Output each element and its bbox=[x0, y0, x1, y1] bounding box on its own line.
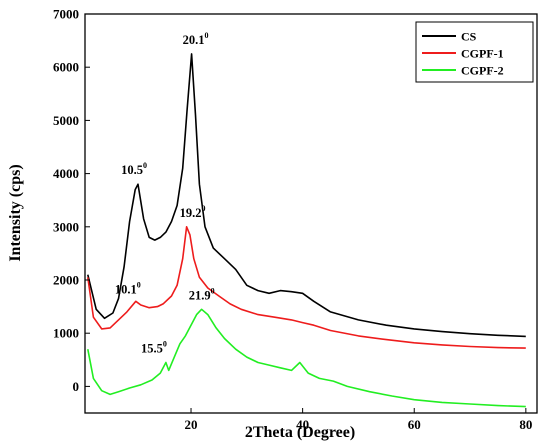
series-line-cs bbox=[87, 53, 526, 338]
y-axis-title: Intensity (cps) bbox=[7, 164, 24, 261]
y-axis-ticks: 0 1000 2000 3000 4000 5000 6000 7000 bbox=[53, 7, 90, 394]
plot-border bbox=[84, 13, 538, 414]
y-tick-label: 5000 bbox=[53, 113, 79, 128]
legend-label: CS bbox=[461, 30, 477, 44]
peak-annotations: 10.50 20.10 10.10 19.20 15.50 21.90 bbox=[115, 31, 215, 356]
y-tick-label: 1000 bbox=[53, 326, 79, 341]
x-tick-label: 60 bbox=[408, 417, 421, 432]
peak-label: 20.10 bbox=[183, 31, 209, 47]
y-tick-label: 7000 bbox=[53, 7, 79, 22]
y-tick-label: 3000 bbox=[53, 219, 79, 234]
peak-label: 21.90 bbox=[189, 286, 215, 302]
x-tick-label: 40 bbox=[296, 417, 309, 432]
series-lines bbox=[87, 53, 526, 408]
y-tick-label: 2000 bbox=[53, 273, 79, 288]
series-line-cgpf-1 bbox=[87, 226, 526, 349]
peak-label: 10.50 bbox=[121, 161, 147, 177]
series-line-cgpf-2 bbox=[87, 308, 526, 408]
x-axis-ticks: 20 40 60 80 bbox=[185, 408, 532, 432]
peak-label: 15.50 bbox=[141, 339, 167, 355]
legend-label: CGPF-1 bbox=[461, 47, 504, 61]
peak-label: 10.10 bbox=[115, 280, 141, 296]
plot-frame bbox=[84, 13, 538, 414]
y-tick-label: 4000 bbox=[53, 166, 79, 181]
x-tick-label: 20 bbox=[185, 417, 198, 432]
x-axis-title: 2Theta (Degree) bbox=[245, 424, 355, 441]
x-tick-label: 80 bbox=[519, 417, 532, 432]
legend-label: CGPF-2 bbox=[461, 64, 504, 78]
y-tick-label: 0 bbox=[73, 379, 80, 394]
peak-label: 19.20 bbox=[180, 204, 206, 220]
legend: CS CGPF-1 CGPF-2 bbox=[415, 21, 534, 83]
y-tick-label: 6000 bbox=[53, 60, 79, 75]
